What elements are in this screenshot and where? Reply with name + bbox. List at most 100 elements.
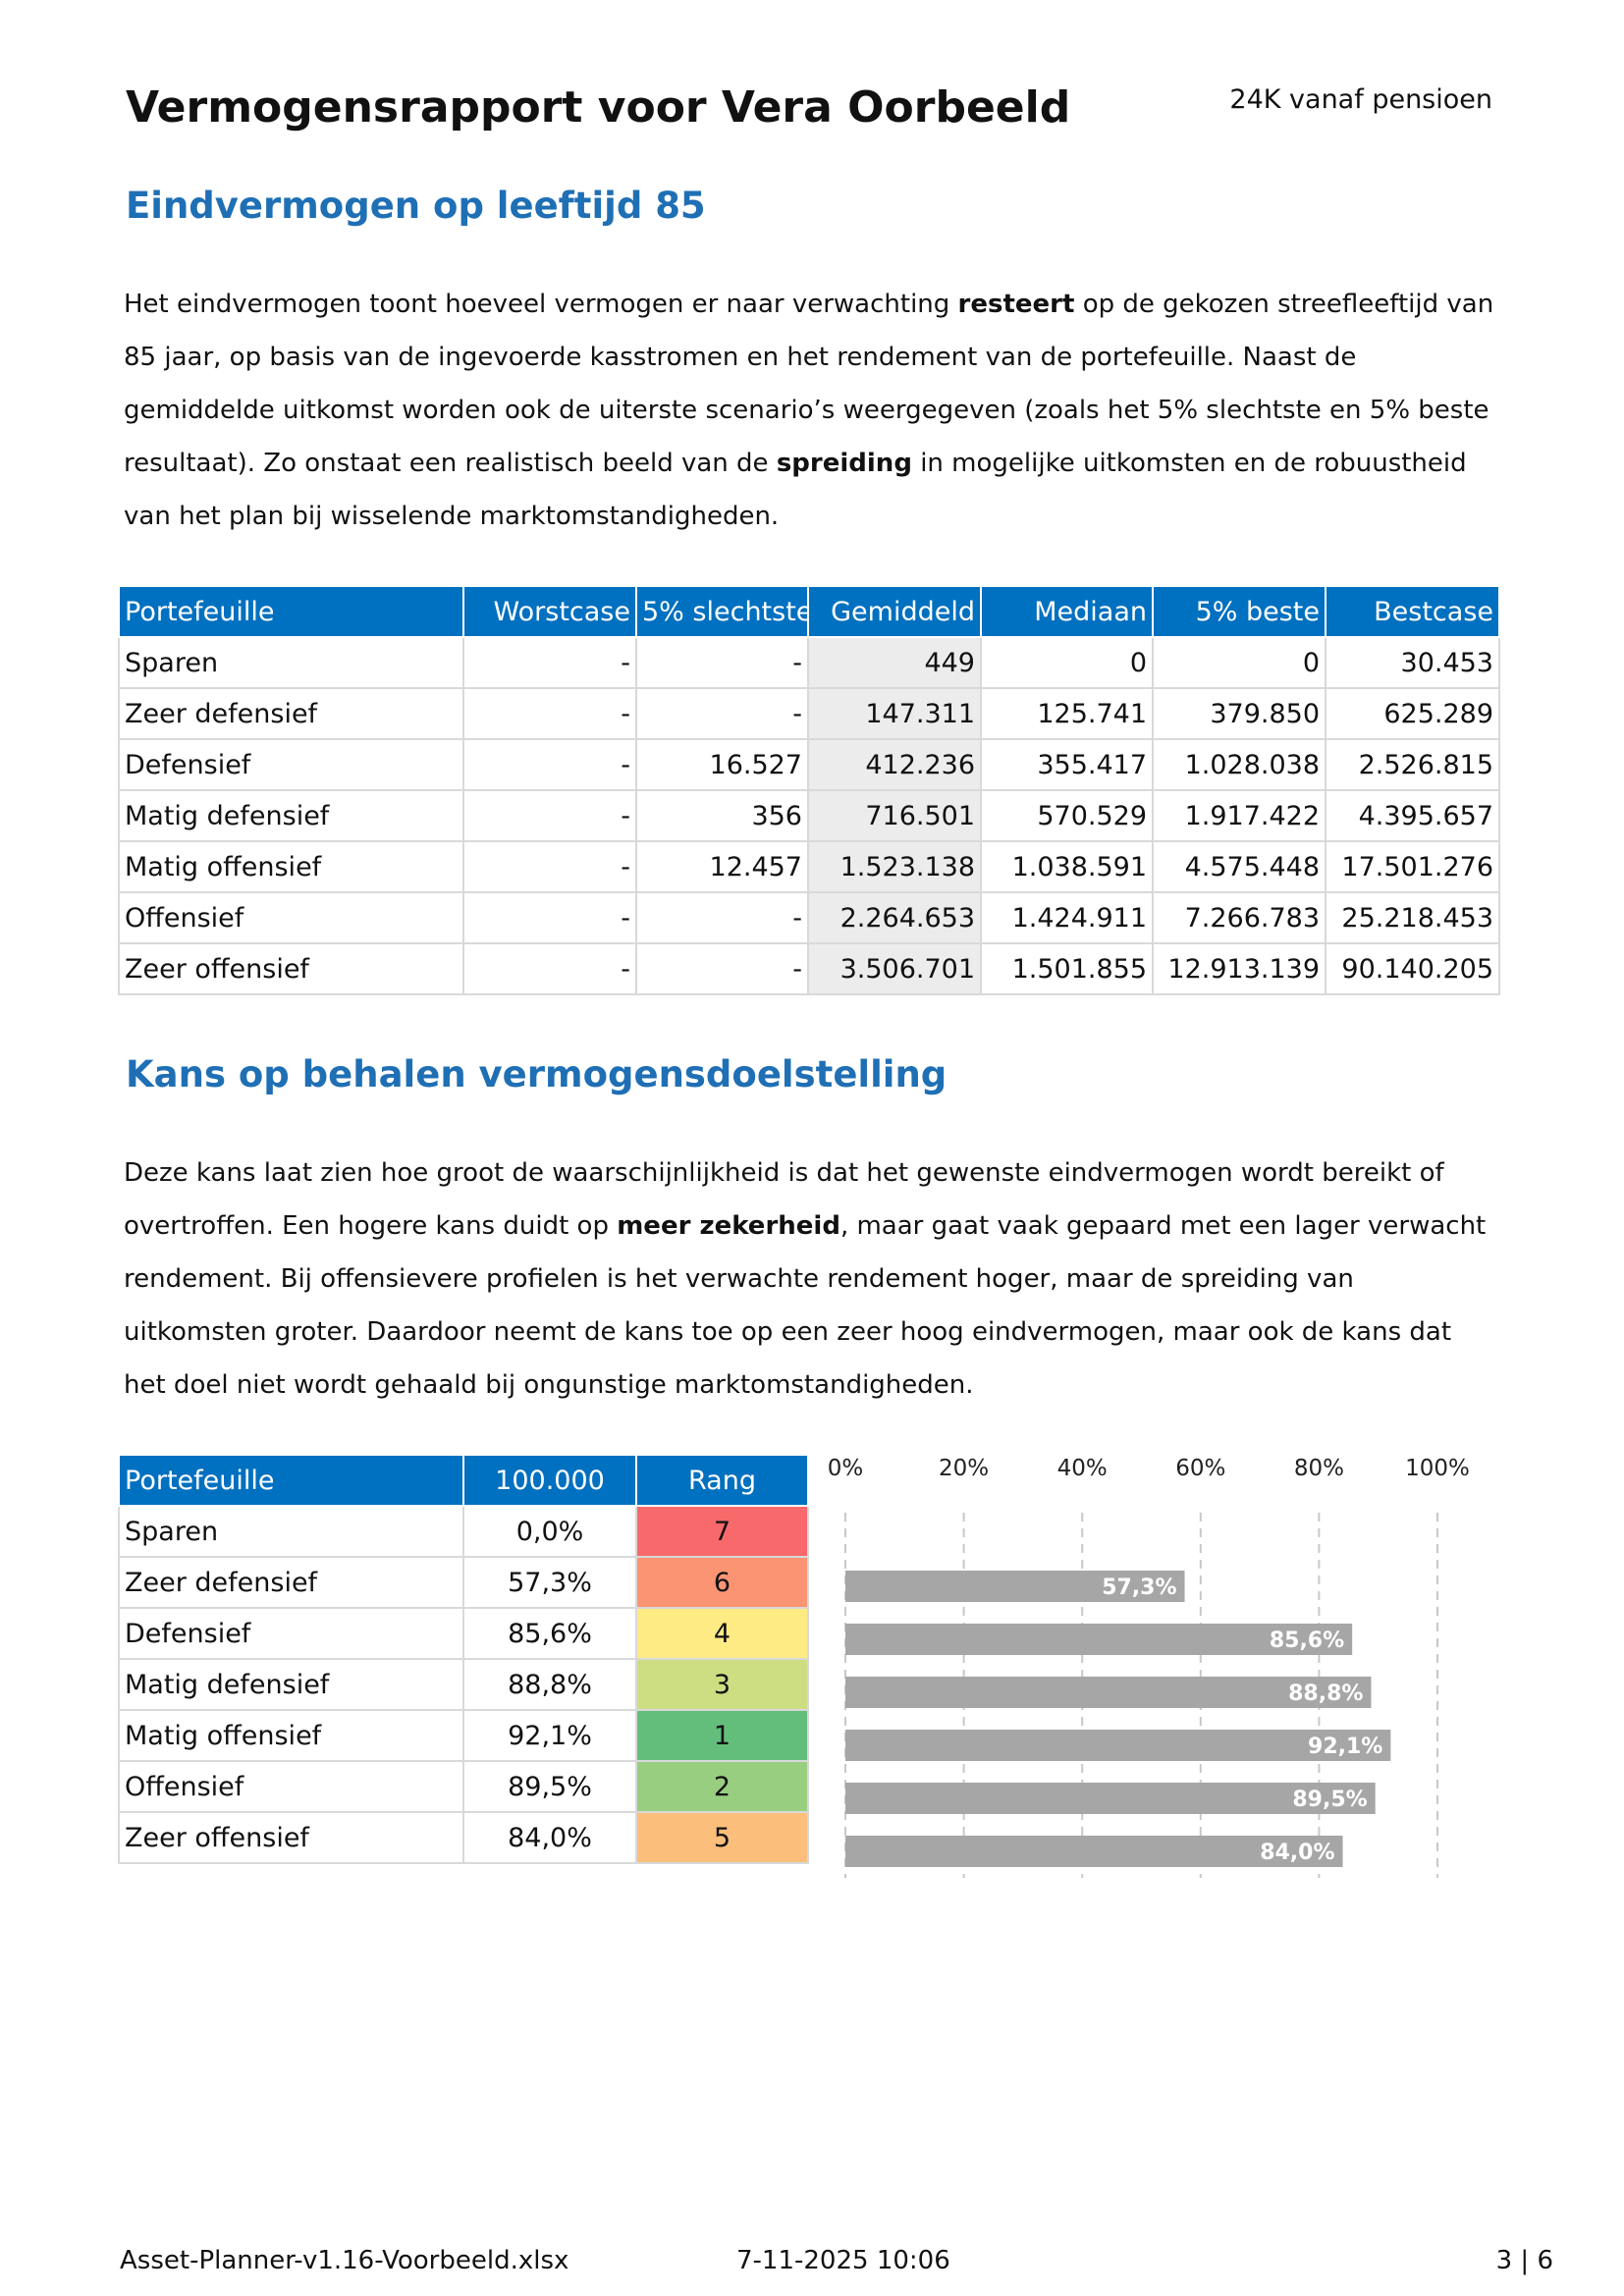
- table-row: Offensief 89,5% 2: [118, 1760, 809, 1813]
- table-cell: 12.457: [635, 840, 809, 893]
- table-cell: 355.417: [980, 738, 1154, 791]
- table-cell: 12.913.139: [1152, 942, 1326, 995]
- x-tick-label: 60%: [1175, 1456, 1225, 1481]
- table-cell: 716.501: [807, 789, 982, 842]
- table-row: Zeer defensief - -147.311 125.741 379.850 625…: [118, 687, 1500, 740]
- value-label: 88,8%: [1288, 1682, 1363, 1706]
- table-cell: Offensief: [118, 1760, 464, 1813]
- chart: 0% 20% 40% 60% 80% 100% 57,3% 85,6% 88,8% 92,1% 89…: [828, 1456, 1470, 1878]
- table-cell: 7: [635, 1505, 809, 1558]
- x-tick-label: 80%: [1294, 1456, 1344, 1481]
- paragraph: Deze kans laat zien hoe groot de waarsch…: [124, 1147, 1498, 1412]
- table-cell: -: [635, 891, 809, 944]
- column-header: Bestcase: [1325, 585, 1500, 638]
- value-label: 85,6%: [1270, 1629, 1344, 1653]
- table-row: Zeer offensief - -3.506.701 1.501.855 12.913…: [118, 942, 1500, 995]
- table-row: Defensief 85,6% 4: [118, 1607, 809, 1660]
- table-cell: 2: [635, 1760, 809, 1813]
- report-title: Vermogensrapport voor Vera Oorbeeld: [126, 82, 1071, 133]
- x-tick-label: 100%: [1405, 1456, 1470, 1481]
- section-heading: Kans op behalen vermogensdoelstelling: [126, 1053, 947, 1095]
- table: Portefeuille 100.000 Rang Sparen 0,0% 7 Zeer d…: [118, 1454, 809, 1864]
- table-row: Zeer offensief 84,0% 5: [118, 1811, 809, 1864]
- table-cell: -: [635, 687, 809, 740]
- column-header: 100.000: [462, 1454, 637, 1507]
- bar: [845, 1677, 1372, 1708]
- value-label: 57,3%: [1102, 1575, 1176, 1600]
- table-cell: Sparen: [118, 1505, 464, 1558]
- table-cell: 16.527: [635, 738, 809, 791]
- table-cell: 30.453: [1325, 636, 1500, 689]
- table-cell: -: [462, 840, 637, 893]
- column-header: 5% slechtste: [635, 585, 809, 638]
- table-cell: 3.506.701: [807, 942, 982, 995]
- table-cell: -: [635, 942, 809, 995]
- bar: [845, 1730, 1391, 1761]
- footer-page: 3 | 6: [1495, 2246, 1553, 2275]
- table-cell: 92,1%: [462, 1709, 637, 1762]
- table-row: Sparen - -449 0 0 30.453: [118, 636, 1500, 689]
- column-header: Rang: [635, 1454, 809, 1507]
- column-header: 5% beste: [1152, 585, 1326, 638]
- table-cell: Offensief: [118, 891, 464, 944]
- table-cell: 4: [635, 1607, 809, 1660]
- table-cell: 5: [635, 1811, 809, 1864]
- table-cell: 88,8%: [462, 1658, 637, 1711]
- table-cell: Matig defensief: [118, 789, 464, 842]
- table-cell: 85,6%: [462, 1607, 637, 1660]
- bar: [845, 1624, 1353, 1655]
- table-cell: 1.038.591: [980, 840, 1154, 893]
- value-label: 84,0%: [1260, 1841, 1334, 1865]
- bar: [845, 1783, 1376, 1814]
- section-heading: Eindvermogen op leeftijd 85: [126, 185, 706, 227]
- table-cell: 1.028.038: [1152, 738, 1326, 791]
- table-cell: Defensief: [118, 1607, 464, 1660]
- bar: [845, 1836, 1343, 1867]
- value-label: 92,1%: [1308, 1735, 1382, 1759]
- text-run: op de gekozen streefleeftijd van 85 jaar…: [124, 290, 1494, 478]
- text-run: , maar gaat vaak gepaard met een lager v…: [124, 1211, 1487, 1400]
- value-label: 89,5%: [1292, 1788, 1367, 1812]
- table-cell: 449: [807, 636, 982, 689]
- table-row: Offensief - -2.264.653 1.424.911 7.266.783 25…: [118, 891, 1500, 944]
- table-cell: 1.424.911: [980, 891, 1154, 944]
- paragraph: Het eindvermogen toont hoeveel vermogen …: [124, 278, 1498, 543]
- table-cell: -: [462, 738, 637, 791]
- table-cell: 57,3%: [462, 1556, 637, 1609]
- table-cell: -: [462, 636, 637, 689]
- table-row: Matig offensief 92,1% 1: [118, 1709, 809, 1762]
- table: Portefeuille Worstcase 5% slechtste Gemidde…: [118, 585, 1500, 995]
- table-row: Sparen 0,0% 7: [118, 1505, 809, 1558]
- table-cell: 6: [635, 1556, 809, 1609]
- table-cell: 412.236: [807, 738, 982, 791]
- table-cell: 89,5%: [462, 1760, 637, 1813]
- header-row: Portefeuille Worstcase 5% slechtste Gemidde…: [118, 585, 1500, 638]
- table-cell: 84,0%: [462, 1811, 637, 1864]
- table-cell: 1.917.422: [1152, 789, 1326, 842]
- table-cell: 625.289: [1325, 687, 1500, 740]
- table-cell: 147.311: [807, 687, 982, 740]
- table-cell: 4.575.448: [1152, 840, 1326, 893]
- column-header: Gemiddeld: [807, 585, 982, 638]
- x-tick-label: 0%: [828, 1456, 864, 1481]
- text-run: Het eindvermogen toont hoeveel vermogen …: [124, 290, 958, 319]
- table-cell: -: [635, 636, 809, 689]
- bar: [845, 1571, 1185, 1602]
- table-row: Defensief -16.527 412.236 355.417 1.028.038 2…: [118, 738, 1500, 791]
- table-row: Matig offensief -12.457 1.523.138 1.038.591…: [118, 840, 1500, 893]
- text-run: in mogelijke uitkomsten en de robuusthei…: [124, 449, 1467, 531]
- table-cell: 125.741: [980, 687, 1154, 740]
- table-cell: 1.523.138: [807, 840, 982, 893]
- table-cell: 90.140.205: [1325, 942, 1500, 995]
- text-run: Deze kans laat zien hoe groot de waarsch…: [124, 1158, 1444, 1241]
- x-tick-label: 40%: [1057, 1456, 1108, 1481]
- table-cell: Matig offensief: [118, 1709, 464, 1762]
- table-cell: Defensief: [118, 738, 464, 791]
- table-cell: 1.501.855: [980, 942, 1154, 995]
- table-row: Zeer defensief 57,3% 6: [118, 1556, 809, 1609]
- bold-text: spreiding: [776, 449, 912, 478]
- table-cell: Zeer defensief: [118, 1556, 464, 1609]
- table-cell: 1: [635, 1709, 809, 1762]
- column-header: Portefeuille: [118, 1454, 464, 1507]
